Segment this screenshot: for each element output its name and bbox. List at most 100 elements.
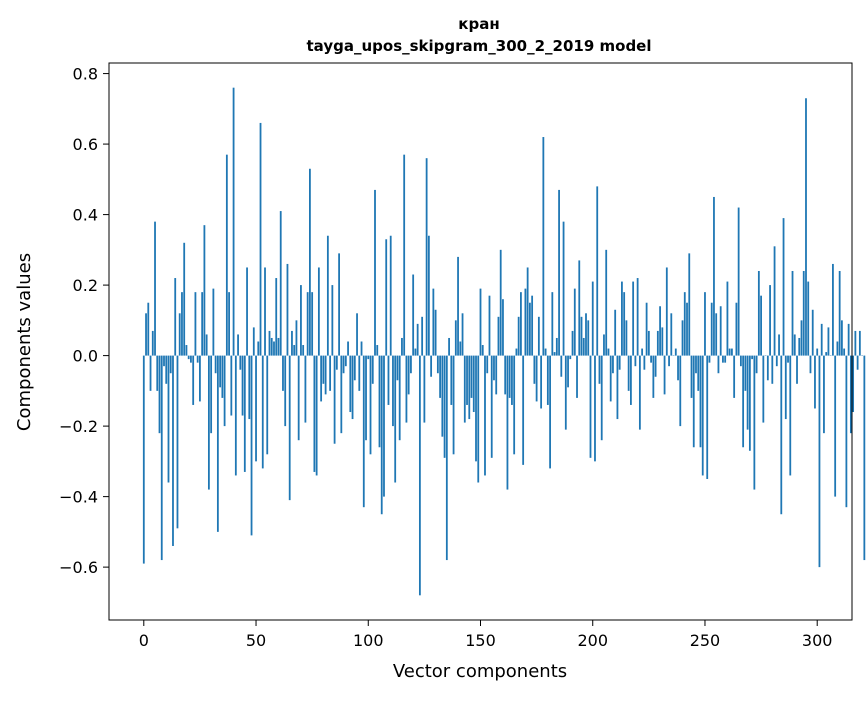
bar (780, 356, 782, 515)
bar (713, 197, 715, 356)
bar (266, 356, 268, 455)
bar (466, 356, 468, 405)
bar (785, 356, 787, 419)
bar (592, 282, 594, 356)
bar (401, 338, 403, 356)
bar (313, 356, 315, 472)
bar (704, 292, 706, 355)
bar (244, 356, 246, 472)
y-tick-label: 0.2 (73, 276, 98, 295)
bar (322, 356, 324, 384)
bar (630, 356, 632, 405)
bar (300, 285, 302, 356)
bar (210, 356, 212, 434)
bar (682, 320, 684, 355)
bar (260, 123, 262, 356)
bar (340, 356, 342, 434)
bar (632, 282, 634, 356)
bar (269, 331, 271, 356)
bar (462, 313, 464, 355)
bar (837, 342, 839, 356)
bar (805, 98, 807, 355)
bar (747, 356, 749, 430)
bar (172, 356, 174, 546)
bar (762, 356, 764, 423)
bar (522, 356, 524, 465)
bar (536, 356, 538, 402)
bar (677, 356, 679, 381)
bar (731, 349, 733, 356)
bar (679, 356, 681, 427)
bar (498, 317, 500, 356)
bar (343, 356, 345, 374)
bar (724, 356, 726, 363)
bar (843, 349, 845, 356)
bar (289, 356, 291, 501)
bar (558, 190, 560, 356)
bar (648, 331, 650, 356)
bar (789, 356, 791, 476)
bar (634, 356, 636, 367)
bar (706, 356, 708, 479)
x-tick-label: 200 (577, 631, 608, 650)
bar (845, 356, 847, 508)
bar (329, 356, 331, 391)
bar (655, 356, 657, 377)
bar (415, 349, 417, 356)
x-axis-label: Vector components (393, 661, 567, 682)
bar (668, 356, 670, 367)
bar (623, 292, 625, 355)
bar (150, 356, 152, 391)
bar (727, 282, 729, 356)
bar (435, 310, 437, 356)
bar (688, 253, 690, 355)
bar (756, 356, 758, 374)
bar (255, 356, 257, 462)
bar (251, 356, 253, 536)
bar (500, 250, 502, 356)
y-tick-label: 0.6 (73, 135, 98, 154)
bar (370, 356, 372, 455)
bar (316, 356, 318, 476)
bar (643, 356, 645, 370)
bar (354, 356, 356, 381)
bar (722, 356, 724, 363)
bar (612, 356, 614, 374)
bar (480, 289, 482, 356)
bar (224, 356, 226, 427)
bar (298, 356, 300, 441)
x-tick-label: 100 (353, 631, 384, 650)
y-axis-label: Components values (14, 253, 35, 431)
bar (518, 317, 520, 356)
bar (477, 356, 479, 483)
bar (608, 349, 610, 356)
bar (363, 356, 365, 508)
bar (464, 356, 466, 423)
bar (419, 356, 421, 596)
bar (857, 356, 859, 370)
bar (327, 236, 329, 356)
bar (639, 356, 641, 430)
bar (502, 299, 504, 355)
bar (807, 282, 809, 356)
bar (406, 356, 408, 423)
bar (605, 250, 607, 356)
bar (168, 356, 170, 483)
bar (751, 356, 753, 360)
bar (810, 356, 812, 374)
bar (161, 356, 163, 560)
bar (336, 356, 338, 370)
bar (652, 356, 654, 398)
bar (372, 356, 374, 384)
bar (390, 236, 392, 356)
y-tick-label: −0.2 (59, 417, 98, 436)
bar (819, 356, 821, 568)
bar (493, 356, 495, 381)
bar (583, 338, 585, 356)
bar (697, 356, 699, 391)
bar (426, 158, 428, 355)
bar (753, 356, 755, 490)
bar (374, 190, 376, 356)
bar (823, 356, 825, 434)
bar (208, 356, 210, 490)
